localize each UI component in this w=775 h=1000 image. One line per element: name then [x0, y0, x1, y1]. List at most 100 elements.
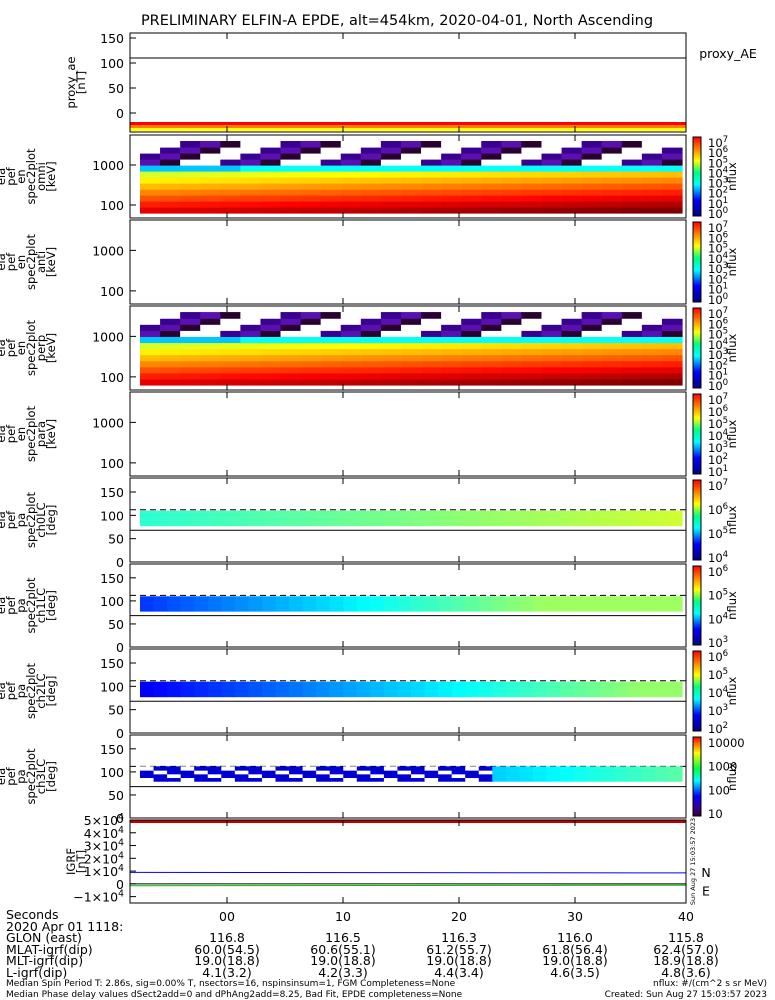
spectrogram-cell: [461, 195, 482, 202]
spectrogram-cell: [261, 599, 277, 605]
y-axis-label-line: spec2plot: [24, 405, 38, 462]
colorbar-tick-label: 105: [708, 588, 728, 603]
spectrogram-cell: [492, 603, 507, 608]
spectrogram-cell: [329, 770, 344, 775]
ephemeris-row-label: MLAT-igrf(dip): [6, 941, 93, 957]
spectrogram-cell: [661, 159, 683, 166]
spectrogram-cell: [360, 360, 382, 368]
spectrogram-cell: [140, 348, 161, 356]
y-axis-label-line: pa: [14, 769, 28, 783]
spectrogram-cell: [461, 177, 482, 184]
spectrogram-cell: [481, 366, 502, 374]
spectrogram-cell: [275, 777, 290, 782]
colorbar: [692, 650, 702, 732]
spectrogram-cell: [627, 607, 642, 612]
y-axis-label-line: spec2plot: [24, 577, 38, 634]
footer-units: nflux: #/(cm^2 s sr MeV): [653, 979, 767, 989]
y-axis-label-line: ela: [0, 597, 8, 614]
spectrogram-cell: [340, 141, 362, 148]
spectrogram-cell: [560, 692, 575, 698]
spectrogram-cell: [561, 336, 583, 344]
spectrogram-cell: [532, 607, 548, 612]
spectrogram-cell: [280, 195, 302, 202]
spectrogram-cell: [481, 183, 502, 190]
spectrogram-cell: [661, 183, 683, 190]
spectrogram-cell: [411, 777, 426, 782]
spectrogram-cell: [300, 147, 322, 154]
y-tick-label: 1000: [92, 415, 124, 430]
spectrogram-cell: [400, 378, 422, 386]
spectrogram-cell: [501, 318, 523, 325]
spectrogram-cell: [451, 599, 466, 605]
spectrogram-cell: [621, 183, 643, 190]
spectrogram-cell: [519, 770, 534, 775]
spectrogram-cell: [300, 171, 322, 178]
y-tick-label: 100: [100, 765, 124, 780]
spectrogram-cell: [601, 153, 623, 160]
spectrogram-cell: [343, 510, 358, 515]
spectrogram-cell: [302, 596, 317, 601]
spectrogram-cell: [160, 336, 181, 344]
spectrogram-cell: [505, 773, 520, 779]
colorbar-tick-label: 105: [708, 327, 728, 342]
spectrogram-cell: [160, 318, 181, 325]
spectrogram-cell: [248, 518, 263, 523]
footer-created: Created: Sun Aug 27 15:03:57 2023: [604, 990, 767, 1000]
spectrogram-cell: [140, 153, 161, 160]
spectrogram-cell: [240, 342, 262, 350]
spectrogram-cell: [581, 195, 603, 202]
spectrogram-cell: [207, 510, 222, 515]
spectrogram-cell: [581, 354, 603, 362]
spectrogram-cell: [600, 681, 615, 686]
spectrogram-cell: [501, 201, 523, 208]
spectrogram-cell: [153, 692, 168, 698]
ephemeris-row-label: L-igrf(dip): [6, 964, 68, 980]
spectrogram-cell: [641, 360, 663, 368]
spectrogram-cell: [461, 171, 482, 178]
spectrogram-cell: [505, 777, 520, 782]
spectrogram-cell: [573, 689, 588, 694]
spectrogram-cell: [356, 766, 371, 771]
spectrogram-cell: [492, 510, 507, 515]
spectrogram-cell: [329, 689, 344, 694]
spectrogram-cell: [383, 681, 399, 686]
spectrogram-cell: [248, 689, 263, 694]
spectrogram-cell: [234, 685, 249, 690]
spectrogram-cell: [600, 510, 615, 515]
spectrogram-cell: [627, 596, 642, 601]
spectrogram-cell: [180, 201, 201, 208]
spectrogram-cell: [587, 777, 602, 782]
spectrogram-cell: [441, 177, 462, 184]
spectrogram-cell: [461, 366, 482, 374]
spectrogram-cell: [240, 354, 262, 362]
spectrogram-cell: [167, 770, 182, 775]
spectrogram-cell: [260, 378, 282, 386]
spectrogram-cell: [421, 348, 442, 356]
spectrogram-cell: [546, 599, 561, 605]
spectrogram-cell: [438, 607, 453, 612]
spectrogram-cell: [521, 342, 543, 350]
spectrogram-cell: [140, 692, 155, 698]
spectrogram-cell: [356, 685, 371, 690]
spectrogram-cell: [340, 330, 362, 337]
spectrogram-cell: [221, 773, 236, 779]
spectrogram-cell: [302, 766, 317, 771]
series-line-N: [129, 871, 687, 874]
colorbar-tick-label: 103: [708, 635, 728, 650]
spectrogram-cell: [167, 766, 182, 771]
spectrogram-cell: [200, 312, 221, 319]
spectrogram-cell: [461, 312, 482, 319]
ephemeris-value: 19.0(18.8): [542, 953, 608, 968]
proxy-color-strip: [130, 125, 686, 128]
spectrogram-cell: [627, 773, 642, 779]
y-axis-label-line: ela: [0, 682, 8, 699]
spectrogram-cell: [560, 599, 575, 605]
y-axis-label-line: pef: [4, 681, 18, 700]
spectrogram-cell: [546, 607, 561, 612]
spectrogram-cell: [465, 518, 480, 523]
spectrogram-cell: [380, 312, 402, 319]
spectrogram-cell: [221, 685, 236, 690]
spectrogram-cell: [661, 330, 683, 337]
spectrogram-cell: [180, 189, 201, 196]
y-tick-label: 50: [108, 81, 124, 96]
